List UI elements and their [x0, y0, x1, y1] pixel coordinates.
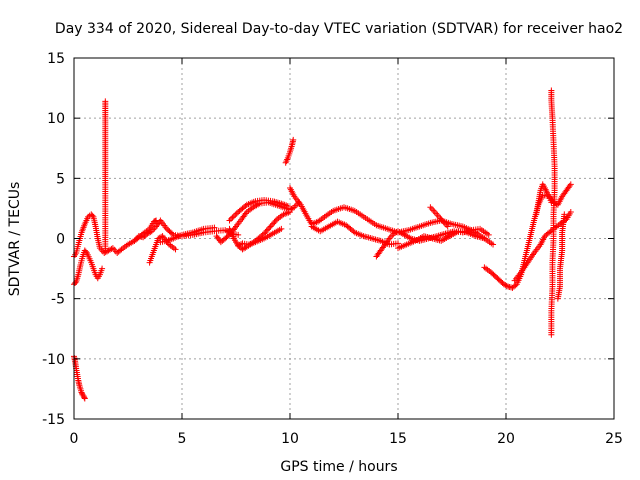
- data-point: [232, 211, 239, 218]
- data-point: [270, 220, 277, 227]
- data-point: [266, 224, 273, 231]
- data-point: [81, 394, 88, 401]
- data-point: [284, 203, 291, 210]
- y-tick-label: 10: [47, 111, 65, 127]
- series-arc-l: [282, 136, 297, 166]
- data-point: [264, 226, 271, 233]
- y-tick-label: -10: [42, 352, 65, 368]
- y-tick-label: -15: [42, 412, 65, 428]
- data-point: [503, 282, 510, 289]
- series-arc-c: [71, 353, 88, 402]
- data-point: [263, 227, 270, 234]
- data-point: [567, 209, 574, 216]
- data-point: [211, 224, 218, 231]
- x-tick-label: 5: [178, 431, 187, 447]
- data-point: [172, 246, 179, 253]
- data-point: [152, 218, 158, 225]
- series-arc-q: [427, 204, 451, 230]
- chart-title: Day 334 of 2020, Sidereal Day-to-day VTE…: [55, 21, 623, 37]
- axes: 0 5 10 15 20 25 -15 -10 -5 0 5 10 15: [42, 51, 623, 447]
- data-point: [72, 280, 79, 287]
- y-axis-label: SDTVAR / TECUs: [7, 182, 23, 297]
- data-point: [235, 231, 242, 238]
- series-arc-v: [554, 211, 568, 302]
- data-point: [82, 248, 89, 255]
- series-arc-k: [226, 196, 291, 224]
- y-tick-label: 15: [47, 51, 65, 67]
- data-point: [233, 210, 240, 217]
- data-point: [226, 217, 233, 224]
- data-point: [89, 212, 96, 219]
- x-tick-label: 15: [389, 431, 407, 447]
- data-point: [158, 233, 165, 240]
- data-point: [230, 213, 237, 220]
- data-point: [290, 136, 297, 143]
- y-tick-label: 5: [56, 171, 65, 187]
- data-point: [81, 395, 88, 402]
- data-point: [512, 282, 519, 289]
- data-point: [561, 211, 568, 218]
- data-point: [278, 225, 285, 232]
- data-point: [169, 230, 176, 237]
- y-tick-label: -5: [51, 292, 65, 308]
- series-arc-u: [548, 87, 558, 338]
- series-arc-m: [287, 184, 488, 242]
- series-arc-p: [395, 228, 497, 252]
- data-point: [227, 216, 234, 223]
- data-point: [444, 223, 451, 230]
- data-point: [99, 265, 106, 272]
- data-point: [271, 219, 278, 226]
- series-arc-d: [102, 98, 109, 254]
- x-tick-label: 10: [281, 431, 299, 447]
- data-point: [485, 231, 492, 238]
- data-point: [242, 203, 249, 210]
- data-point: [117, 247, 124, 254]
- data-point: [548, 199, 555, 206]
- series-arc-s: [511, 209, 574, 284]
- data-point: [262, 229, 269, 236]
- data-point: [548, 87, 555, 94]
- data-point: [268, 222, 275, 229]
- series-arc-t: [533, 181, 555, 218]
- data-point: [108, 245, 115, 252]
- data-point: [350, 228, 357, 235]
- data-point: [267, 223, 274, 230]
- series-arc-g: [157, 224, 218, 246]
- data-point: [242, 244, 249, 251]
- data-point: [102, 98, 109, 105]
- x-tick-label: 20: [497, 431, 515, 447]
- data-point: [153, 217, 160, 224]
- series-arc-j: [235, 225, 285, 249]
- series-arc-e: [131, 217, 160, 244]
- data-point: [138, 231, 145, 238]
- x-tick-label: 25: [605, 431, 623, 447]
- x-tick-label: 0: [70, 431, 79, 447]
- data-point: [272, 217, 279, 224]
- y-tick-label: 0: [56, 232, 65, 248]
- data-point: [229, 214, 236, 221]
- data-point: [490, 241, 497, 248]
- data-point: [567, 181, 574, 188]
- series-arc-b: [71, 247, 106, 288]
- x-axis-label: GPS time / hours: [280, 459, 397, 475]
- grid: [74, 58, 614, 419]
- data-point: [287, 209, 293, 216]
- data-points: [71, 87, 574, 402]
